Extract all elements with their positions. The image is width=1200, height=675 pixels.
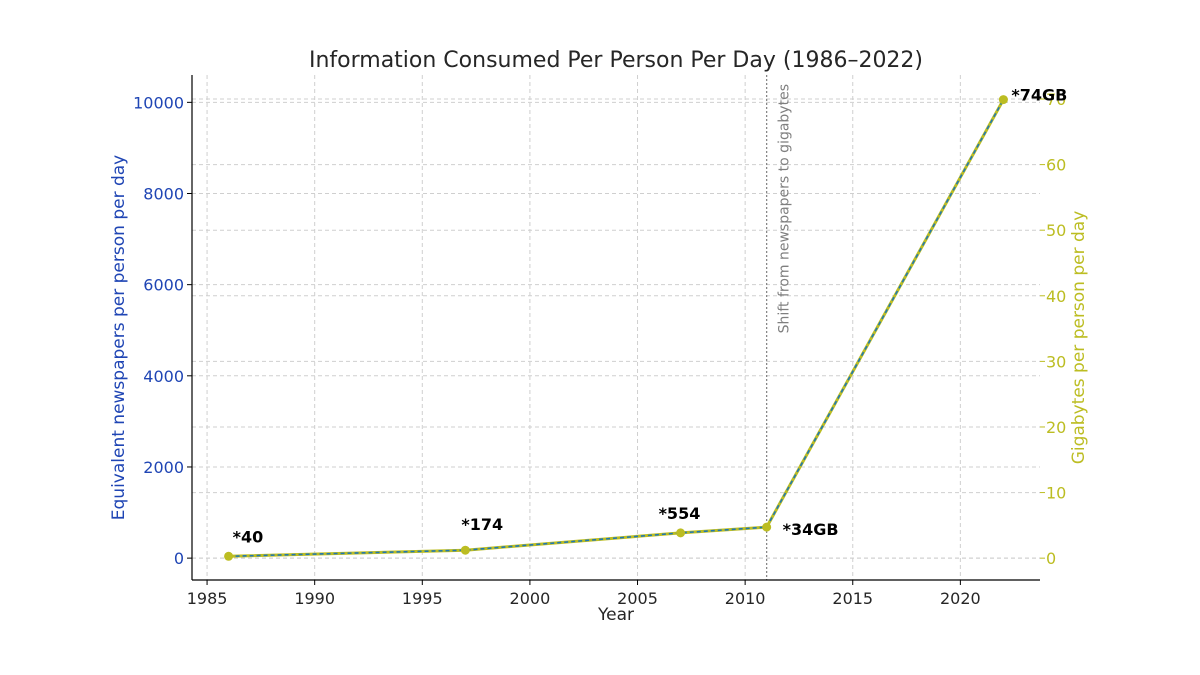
series-line-dashed — [228, 99, 1005, 558]
series-group — [224, 95, 1008, 561]
grid — [192, 75, 1040, 580]
y-left-tick-label: 8000 — [143, 185, 184, 204]
data-label: *34GB — [783, 520, 839, 539]
data-label: *174 — [461, 515, 503, 534]
data-point — [998, 95, 1008, 105]
x-tick-label: 2015 — [832, 589, 873, 608]
y-left-tick-label: 6000 — [143, 276, 184, 295]
y-right-tick-label: 60 — [1046, 156, 1066, 175]
vline-label: Shift from newspapers to gigabytes — [777, 84, 793, 333]
series-line — [228, 98, 1005, 558]
y-axis-label-right: Gigabytes per person per day — [1069, 211, 1089, 465]
vline-group: Shift from newspapers to gigabytes — [766, 75, 793, 580]
data-point — [676, 528, 686, 538]
x-tick-label: 1990 — [294, 589, 335, 608]
y-left-tick-label: 10000 — [133, 93, 184, 112]
ticks: 1985 1990 1995 2000 2005 2010 2015 202002000400… — [133, 90, 1066, 608]
y-right-tick-label: 10 — [1046, 484, 1066, 503]
x-axis-label: Year — [597, 605, 634, 625]
y-left-tick-label: 4000 — [143, 367, 184, 386]
x-tick-label: 2005 — [617, 589, 658, 608]
data-point — [762, 522, 772, 532]
y-left-tick-label: 0 — [174, 549, 184, 568]
x-tick-label: 2000 — [510, 589, 551, 608]
axes — [191, 75, 1040, 581]
x-tick-label: 2010 — [725, 589, 766, 608]
y-right-tick-label: 40 — [1046, 287, 1066, 306]
x-tick-label: 1985 — [187, 589, 228, 608]
data-point — [224, 551, 234, 561]
x-tick-label: 1995 — [402, 589, 443, 608]
y-right-tick-label: 70 — [1046, 90, 1066, 109]
y-right-tick-label: 50 — [1046, 221, 1066, 240]
data-label: *74GB — [1011, 86, 1067, 105]
y-right-tick-label: 20 — [1046, 418, 1066, 437]
y-left-tick-label: 2000 — [143, 458, 184, 477]
y-right-tick-label: 0 — [1046, 549, 1056, 568]
y-right-tick-label: 30 — [1046, 352, 1066, 371]
data-label: *40 — [233, 527, 264, 546]
y-axis-label-left: Equivalent newspapers per person per day — [109, 155, 129, 520]
data-point — [460, 545, 470, 555]
x-tick-label: 2020 — [940, 589, 981, 608]
annotations: *40 *174 *554 *34GB *74GB — [233, 86, 1068, 547]
chart-title: Information Consumed Per Person Per Day … — [309, 48, 923, 73]
data-label: *554 — [659, 504, 701, 523]
